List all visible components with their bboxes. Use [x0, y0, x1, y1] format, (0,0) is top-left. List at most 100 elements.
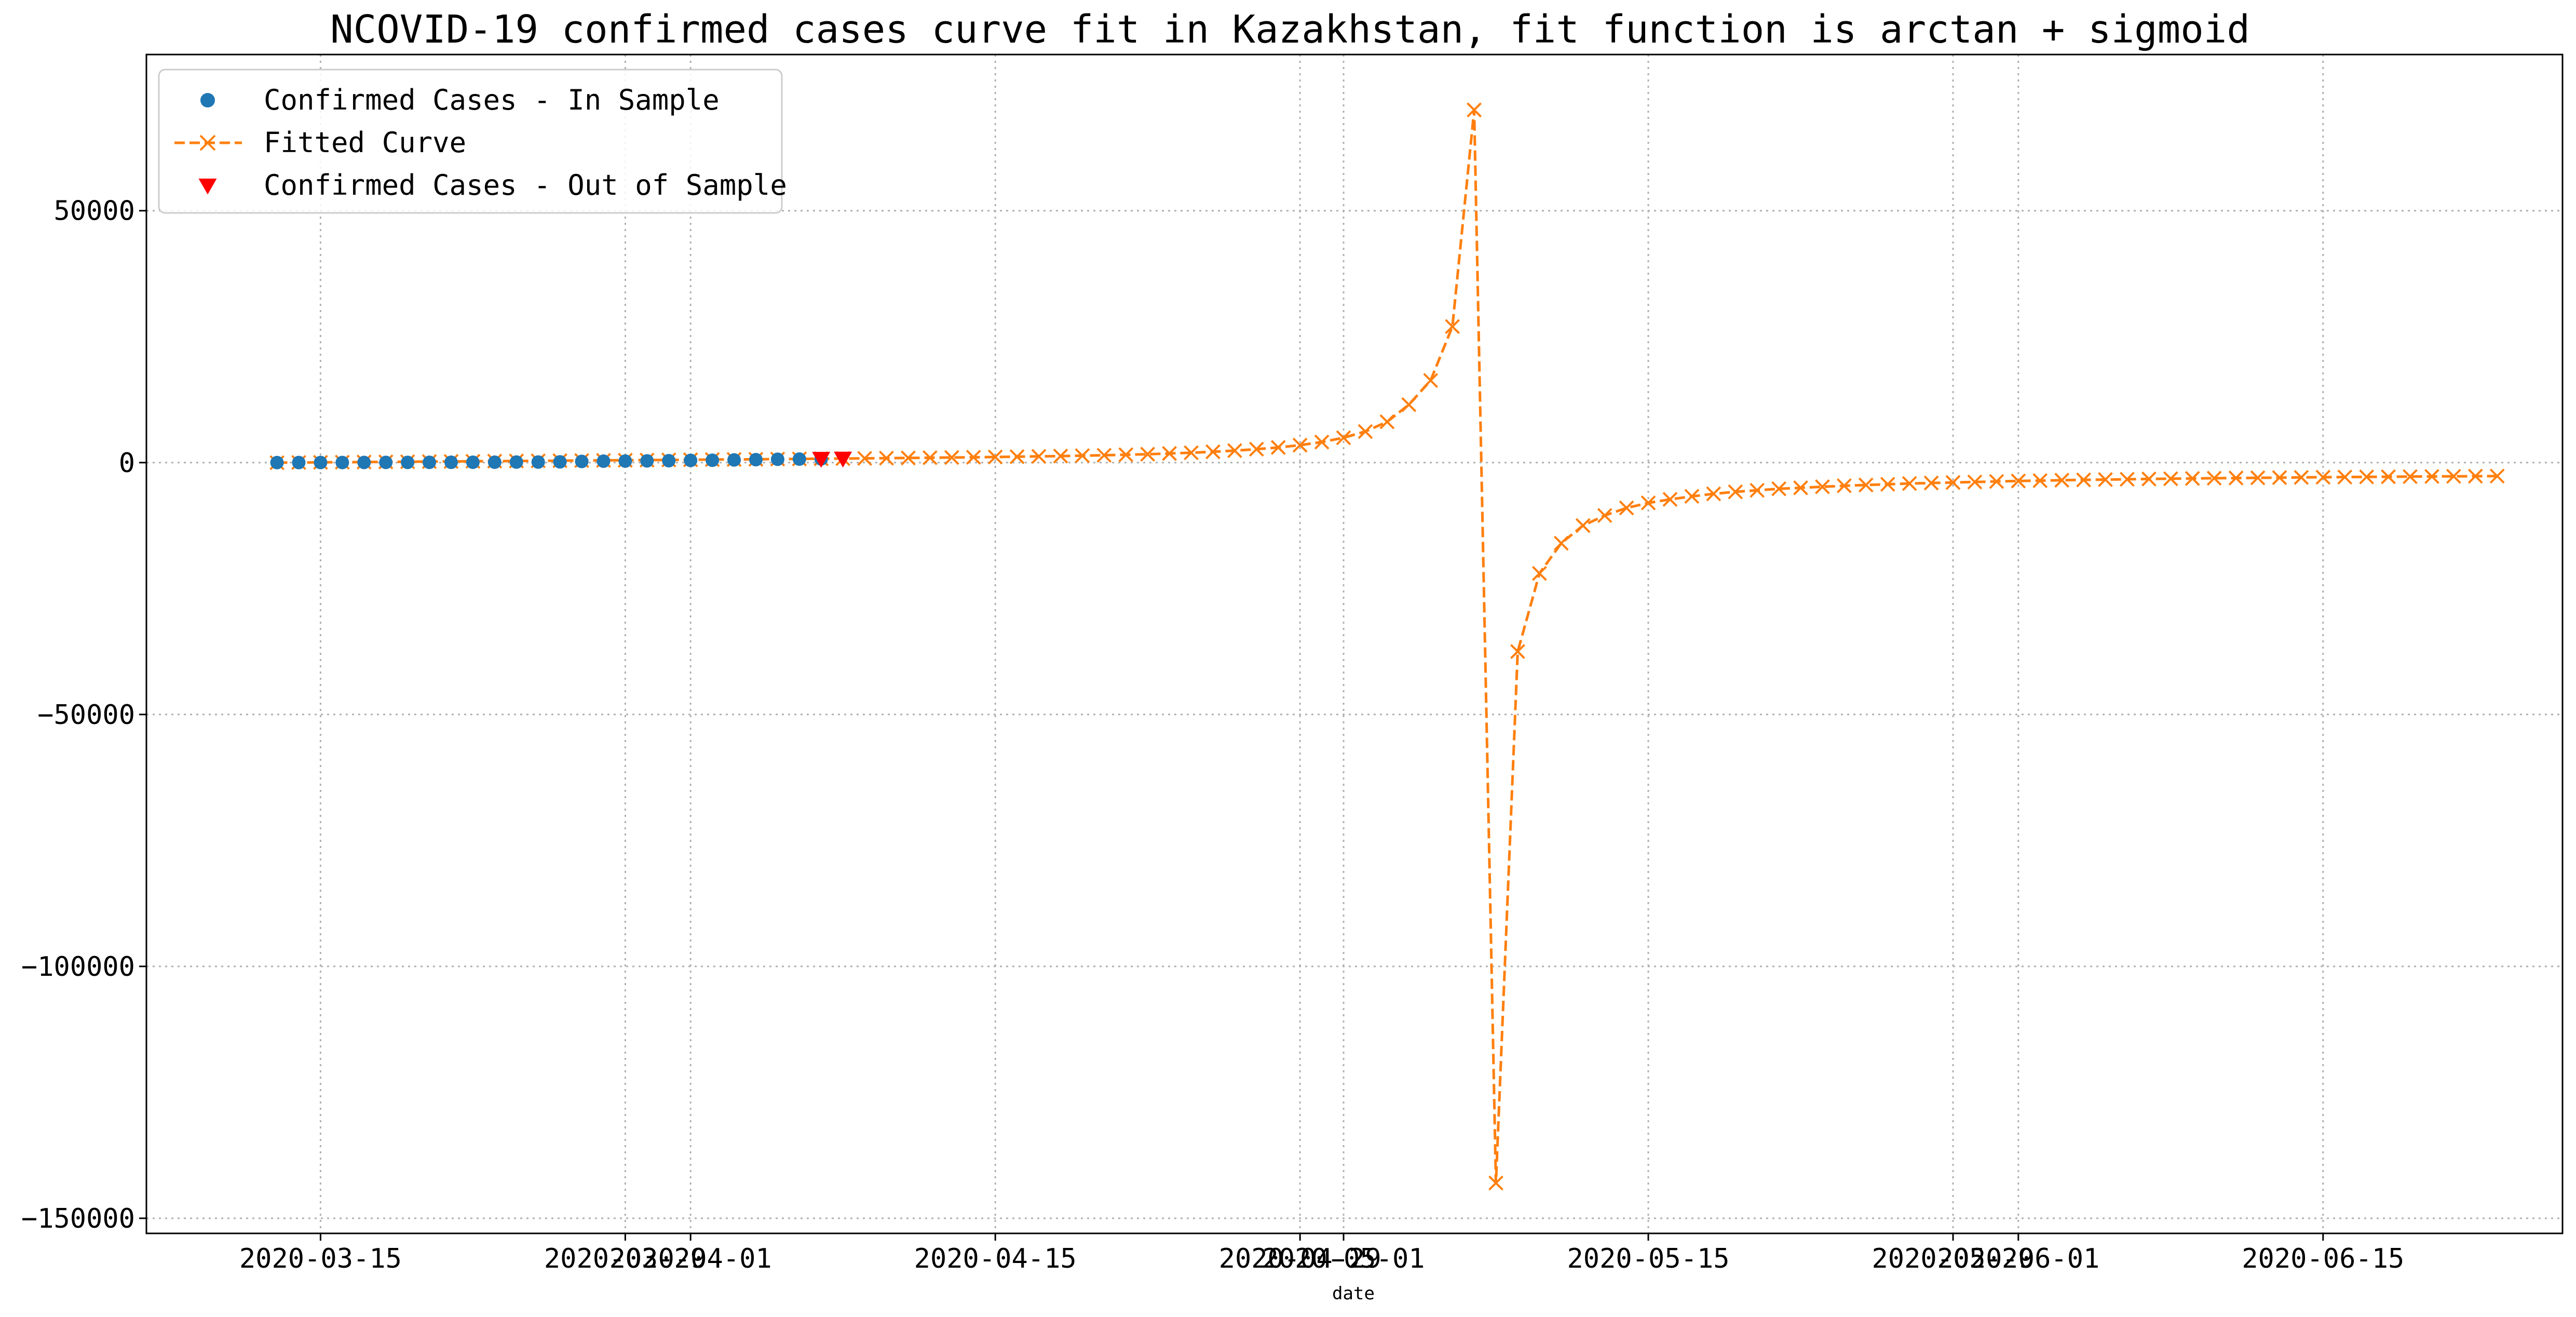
fitted-curve-point [2032, 473, 2048, 488]
fitted-curve-point [1140, 447, 1156, 462]
fitted-curve-point [2228, 471, 2244, 486]
in-sample-point [531, 455, 545, 469]
fitted-curve-point [1771, 481, 1787, 496]
in-sample-point [487, 455, 501, 469]
legend-label: Confirmed Cases - Out of Sample [264, 169, 787, 201]
in-sample-point [314, 455, 328, 469]
fitted-curve-point [1488, 1175, 1503, 1191]
fitted-curve-point [2315, 469, 2331, 485]
fitted-curve-point [1292, 437, 1308, 453]
fitted-curve-point [1750, 482, 1765, 498]
fitted-curve-point [2381, 469, 2396, 485]
in-sample-point [618, 454, 632, 468]
fitted-curve-point [1553, 535, 1569, 551]
fitted-curve-point [2446, 468, 2461, 484]
legend: Confirmed Cases - In Sample Fitted Curve C… [158, 69, 787, 214]
fitted-curve-point [2250, 470, 2266, 486]
fitted-curve-point [2011, 473, 2026, 489]
fitted-curve-point [1815, 479, 1830, 494]
in-sample-point [379, 455, 393, 469]
in-sample-point [357, 455, 371, 469]
x-tick-label: 2020-06-01 [1937, 1243, 2099, 1274]
in-sample-point [401, 455, 415, 469]
y-axis-ticks: 50000 0 −50000 −100000 −150000 [21, 196, 146, 1234]
in-sample-point [596, 454, 611, 468]
fitted-curve-point [1401, 397, 1417, 412]
legend-marker-swatch [200, 93, 215, 107]
fitted-curve-point [1358, 424, 1373, 439]
in-sample-point [792, 452, 806, 466]
x-tick-label: 2020-05-15 [1567, 1243, 1729, 1274]
in-sample-point [684, 453, 698, 467]
fitted-curve-point [1880, 477, 1895, 492]
fitted-curve-point [1467, 102, 1482, 118]
fitted-curve-point [1619, 500, 1634, 516]
in-sample-point [509, 455, 523, 469]
y-tick-label: 0 [119, 448, 135, 479]
fitted-curve-point [1967, 474, 1983, 490]
in-sample-point [727, 453, 741, 467]
fitted-curve-point [1184, 445, 1199, 461]
in-sample-point [575, 454, 589, 468]
legend-marker-swatch [198, 178, 217, 195]
fitted-curve-point [1031, 449, 1047, 464]
fitted-curve-point [1009, 449, 1025, 464]
in-sample-point [553, 455, 567, 469]
fitted-curve-point [1249, 441, 1264, 457]
legend-entry: Fitted Curve [174, 126, 466, 159]
fitted-curve-point [1445, 319, 1460, 334]
fitted-curve-point [2359, 469, 2375, 485]
fitted-curve-point [1597, 508, 1612, 523]
fitted-curve-point [966, 450, 981, 465]
x-axis-label: date [1332, 1283, 1375, 1304]
fitted-curve-point [2054, 473, 2070, 488]
fitted-curve-point [1728, 484, 1743, 500]
fitted-curve-point [857, 451, 873, 466]
fitted-curve-point [879, 450, 894, 466]
fitted-curve-point [2163, 471, 2178, 487]
fitted-curve-point [1118, 447, 1134, 463]
fitted-curve-point [1162, 446, 1177, 461]
in-sample-point [640, 454, 654, 468]
out-of-sample-point [812, 452, 831, 468]
fitted-curve-point [2489, 468, 2505, 484]
x-tick-label: 2020-03-15 [239, 1243, 402, 1274]
y-tick-label: −100000 [21, 951, 135, 983]
legend-entry: Confirmed Cases - Out of Sample [198, 169, 787, 201]
fitted-curve-point [2120, 472, 2135, 487]
fitted-curve-point [1836, 478, 1852, 493]
fitted-curve-point [1902, 476, 1917, 491]
in-sample-point [749, 453, 763, 467]
out-of-sample-point [834, 451, 852, 468]
fitted-curve-point [1640, 495, 1656, 510]
x-tick-label: 2020-05-29 [1872, 1243, 2034, 1274]
fitted-curve-point [1379, 414, 1395, 429]
fitted-curve-point [944, 450, 959, 465]
fitted-curve-point [1575, 518, 1591, 533]
fitted-curve-point [1858, 477, 1874, 493]
fitted-curve-point [1531, 566, 1547, 581]
fitted-curve-point [987, 449, 1003, 465]
fitted-curve-point [1793, 480, 1808, 495]
fitted-curve-point [1053, 448, 1068, 464]
chart-title: NCOVID-19 confirmed cases curve fit in K… [330, 7, 2250, 52]
legend-entry: Confirmed Cases - In Sample [200, 84, 720, 116]
fitted-curve-point [2206, 471, 2222, 486]
legend-label: Confirmed Cases - In Sample [264, 84, 720, 116]
fitted-curve-point [901, 450, 916, 466]
x-tick-label: 2020-05-01 [1262, 1243, 1425, 1274]
in-sample-point [706, 453, 720, 467]
fitted-curve-point [1423, 373, 1439, 388]
fitted-curve-point [1989, 474, 2004, 489]
in-sample-point [444, 455, 458, 469]
fitted-curve-point [1205, 444, 1221, 460]
fitted-curve-point [2337, 469, 2353, 485]
fitted-curve-point [2185, 471, 2200, 486]
fitted-curve-point [1227, 443, 1242, 459]
fitted-curve-point [1075, 448, 1090, 463]
fitted-curve-point [2403, 469, 2418, 485]
fitted-curve-point [1923, 475, 1939, 491]
x-tick-label: 2020-04-15 [914, 1243, 1077, 1274]
